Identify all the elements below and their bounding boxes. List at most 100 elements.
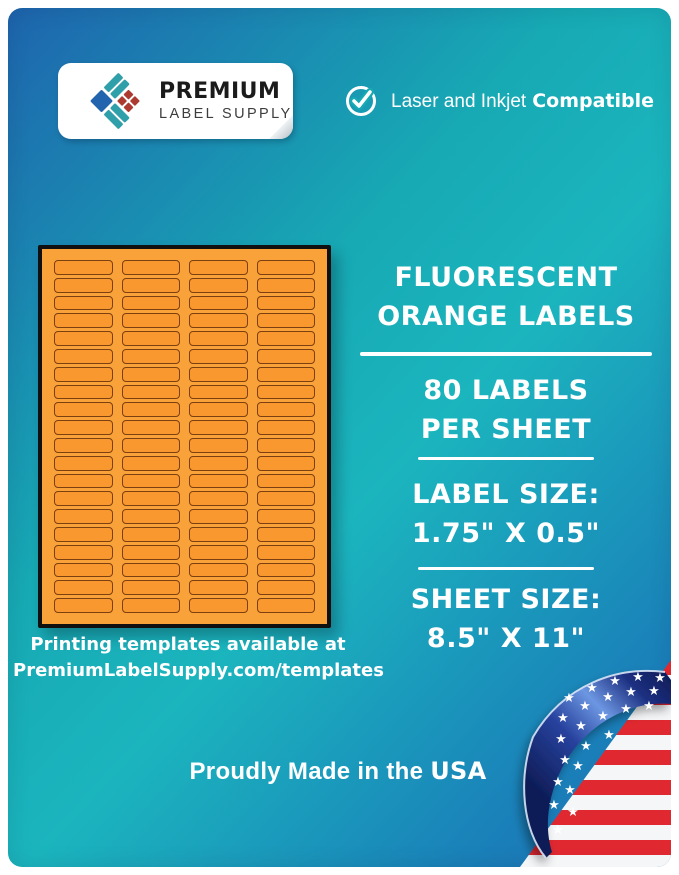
label-cell — [189, 509, 248, 524]
label-cell — [121, 349, 180, 364]
label-cell — [121, 455, 180, 471]
label-cell — [256, 349, 315, 364]
label-cell — [54, 349, 113, 364]
svg-text:★: ★ — [579, 699, 591, 714]
product-title-line1: FLUORESCENT — [394, 262, 618, 293]
label-cell — [54, 313, 113, 329]
compatibility-badge: Laser and Inkjet Compatible — [344, 84, 654, 118]
label-cell — [54, 295, 113, 311]
label-cell — [121, 313, 180, 329]
label-cell — [256, 331, 315, 346]
label-cell — [121, 562, 180, 578]
svg-text:★: ★ — [603, 728, 615, 743]
svg-text:★: ★ — [602, 690, 614, 705]
label-cell — [54, 455, 113, 471]
label-cell — [189, 366, 248, 382]
label-cell — [256, 491, 315, 507]
label-cell — [189, 277, 248, 293]
divider — [418, 567, 594, 570]
label-cell — [256, 455, 315, 471]
label-cell — [54, 598, 113, 613]
label-cell — [256, 509, 315, 524]
label-cell — [54, 402, 113, 418]
label-size-value: 1.75" X 0.5" — [411, 518, 601, 549]
label-cell — [54, 277, 113, 293]
divider — [360, 352, 652, 356]
label-cell — [54, 544, 113, 560]
label-cell — [256, 527, 315, 542]
label-cell — [189, 455, 248, 471]
label-cell — [121, 420, 180, 435]
label-cell — [256, 420, 315, 435]
svg-text:★: ★ — [564, 783, 576, 798]
label-sheet-preview — [38, 245, 331, 628]
sheet-size: SHEET SIZE: 8.5" X 11" — [360, 580, 652, 658]
label-cell — [54, 473, 113, 489]
svg-text:★: ★ — [557, 711, 569, 726]
compatibility-bold: Compatible — [532, 89, 655, 112]
svg-text:★: ★ — [654, 671, 666, 686]
label-cell — [121, 438, 180, 453]
made-in-prefix: Proudly Made in the — [189, 758, 424, 785]
label-cell — [256, 580, 315, 596]
label-cell — [54, 562, 113, 578]
svg-text:★: ★ — [552, 823, 564, 838]
templates-note: Printing templates available at PremiumL… — [13, 632, 384, 684]
svg-text:★: ★ — [555, 732, 567, 747]
label-cell — [189, 544, 248, 560]
svg-text:★: ★ — [559, 753, 571, 768]
label-cell — [256, 598, 315, 613]
svg-text:★: ★ — [586, 681, 598, 696]
label-cell — [256, 562, 315, 578]
label-cell — [256, 544, 315, 560]
label-cell — [121, 473, 180, 489]
label-cell — [189, 491, 248, 507]
label-cell — [121, 527, 180, 542]
label-cell — [189, 473, 248, 489]
label-cell — [121, 509, 180, 524]
label-cell — [256, 384, 315, 400]
label-cell — [189, 313, 248, 329]
label-cell — [121, 544, 180, 560]
label-cell — [256, 313, 315, 329]
label-cell — [54, 509, 113, 524]
divider — [418, 457, 594, 460]
svg-text:★: ★ — [563, 691, 575, 706]
svg-text:★: ★ — [567, 805, 579, 820]
label-cell — [256, 366, 315, 382]
label-cell — [189, 402, 248, 418]
label-cell — [121, 580, 180, 596]
label-cell — [54, 384, 113, 400]
svg-text:★: ★ — [548, 798, 560, 813]
label-cell — [256, 295, 315, 311]
label-cell — [121, 598, 180, 613]
labels-per-sheet-line1: 80 LABELS — [423, 375, 589, 406]
made-in-usa-text: Proudly Made in the USA — [118, 757, 558, 786]
svg-text:★: ★ — [552, 775, 564, 790]
svg-text:★: ★ — [625, 685, 637, 700]
brand-name-line2: LABEL SUPPLY — [159, 105, 293, 122]
label-cell — [189, 331, 248, 346]
svg-text:★: ★ — [580, 739, 592, 754]
label-cell — [189, 420, 248, 435]
label-cell — [54, 331, 113, 346]
label-cell — [189, 562, 248, 578]
label-cell — [54, 580, 113, 596]
label-size: LABEL SIZE: 1.75" X 0.5" — [360, 475, 652, 553]
us-flag-page-curl-icon: ★ ★ ★ ★ ★ ★ ★ ★ ★ ★ ★ ★ ★ ★ ★ ★ ★ ★ ★ ★ ★ ★ ★ ★ — [466, 642, 671, 867]
label-cell — [54, 438, 113, 453]
label-cell — [189, 260, 248, 275]
templates-note-line1: Printing templates available at — [30, 634, 346, 655]
templates-note-line2: PremiumLabelSupply.com/templates — [13, 660, 384, 681]
label-cell — [256, 260, 315, 275]
svg-text:★: ★ — [648, 684, 660, 699]
label-cell — [189, 438, 248, 453]
label-cell — [54, 366, 113, 382]
label-cell — [189, 295, 248, 311]
compatibility-prefix: Laser and Inkjet — [391, 90, 527, 112]
label-cell — [256, 402, 315, 418]
label-cell — [121, 491, 180, 507]
label-size-caption: LABEL SIZE: — [412, 479, 600, 510]
brand-name-line1: PREMIUM — [159, 78, 281, 104]
label-cell — [121, 295, 180, 311]
